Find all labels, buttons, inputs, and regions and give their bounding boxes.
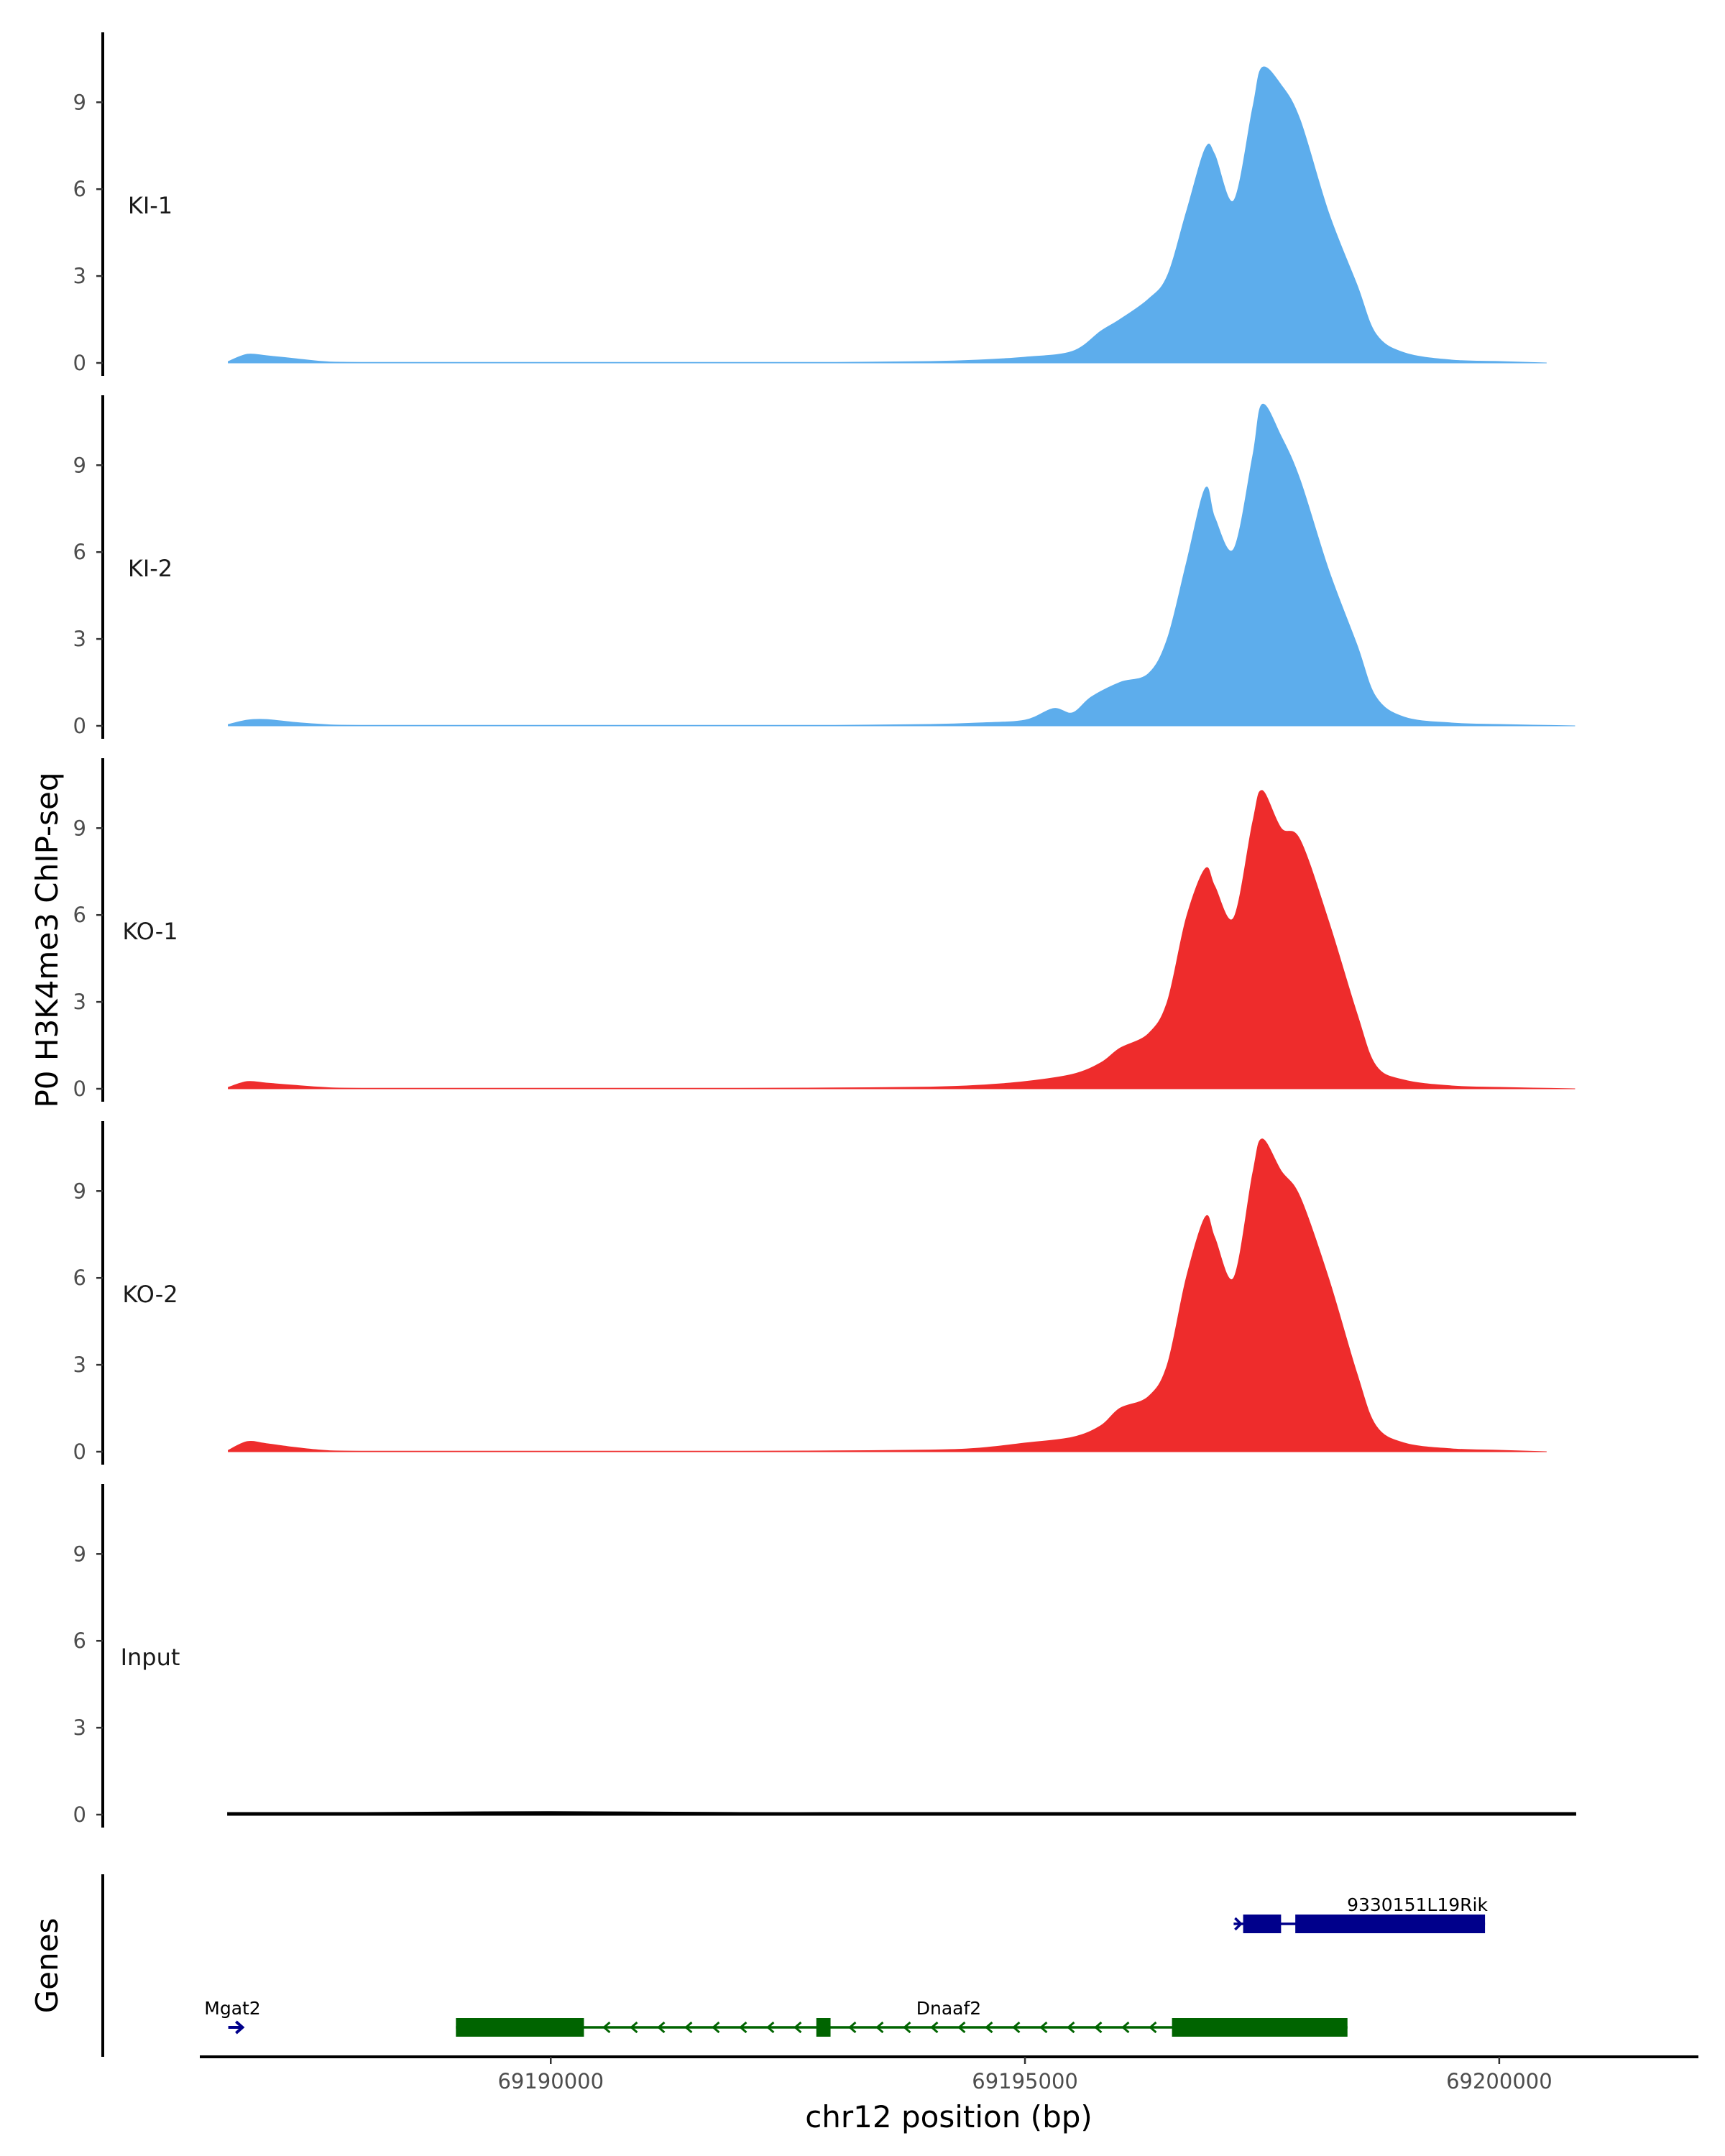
y-tick-label: 9	[73, 1179, 86, 1203]
track-area	[228, 404, 1576, 727]
y-tick-label: 6	[73, 903, 86, 927]
x-tick-label: 69190000	[497, 2069, 604, 2093]
track-label: KI-1	[128, 192, 172, 219]
y-tick-label: 3	[73, 1353, 86, 1377]
y-tick-label: 3	[73, 990, 86, 1014]
strand-chevron	[602, 2021, 611, 2034]
y-tick-label: 9	[73, 90, 86, 114]
strand-chevron	[1012, 2021, 1021, 2034]
strand-chevron	[930, 2021, 939, 2034]
y-tick-label: 0	[73, 351, 86, 375]
y-tick-label: 0	[73, 1077, 86, 1101]
x-tick-label: 69195000	[972, 2069, 1078, 2093]
track-area	[228, 1138, 1547, 1452]
strand-arrow	[235, 2020, 245, 2035]
gene-dnaaf2: Dnaaf2	[456, 1998, 1348, 2037]
y-tick-label: 0	[73, 1439, 86, 1464]
genes: Mgat2 Dnaaf2 9330151L19Rik	[204, 1894, 1488, 2037]
strand-chevron	[985, 2021, 993, 2034]
x-ticks: 69190000 69195000 69200000	[497, 2057, 1552, 2093]
gene-mgat2: Mgat2	[204, 1998, 261, 2035]
strand-chevron	[1094, 2021, 1103, 2034]
strand-chevron	[903, 2021, 911, 2034]
genes-axis-title: Genes	[29, 1918, 65, 2014]
strand-chevron	[739, 2021, 748, 2034]
y-tick-label: 0	[73, 714, 86, 738]
strand-chevron	[1149, 2021, 1157, 2034]
strand-chevron	[1067, 2021, 1075, 2034]
y-tick-label: 3	[73, 1715, 86, 1740]
gene-panel: Genes Mgat2 Dnaaf2 9330151L19Rik	[29, 1874, 1488, 2057]
panels: 0 3 6 9 KI-1 0 3 6 9 KI-2 0 3 6 9 KO-1 0 3 6 9 KO-2 0 3 6 9 Inpu…	[73, 32, 1576, 1828]
track-ki-2: 0 3 6 9 KI-2	[73, 395, 1576, 739]
gene-label: 9330151L19Rik	[1347, 1894, 1488, 1915]
strand-chevron	[712, 2021, 720, 2034]
strand-chevron	[1121, 2021, 1130, 2034]
gene-label: Mgat2	[204, 1998, 260, 2019]
y-tick-label: 9	[73, 816, 86, 840]
y-axis-title: P0 H3K4me3 ChIP-seq	[29, 772, 65, 1107]
track-area	[227, 1811, 1576, 1816]
strand-chevron	[766, 2021, 775, 2034]
y-tick-label: 9	[73, 453, 86, 477]
track-input: 0 3 6 9 Input	[73, 1484, 1576, 1828]
y-tick-label: 6	[73, 177, 86, 201]
strand-chevron	[875, 2021, 884, 2034]
y-tick-label: 9	[73, 1542, 86, 1566]
y-tick-label: 6	[73, 540, 86, 564]
gene-label: Dnaaf2	[916, 1998, 981, 2019]
track-label: KI-2	[128, 555, 172, 582]
gene-exon	[1295, 1915, 1486, 1933]
y-tick-label: 0	[73, 1802, 86, 1827]
strand-chevron	[1039, 2021, 1048, 2034]
strand-chevron	[794, 2021, 802, 2034]
strand-chevron	[848, 2021, 857, 2034]
gene-exon	[1243, 1915, 1282, 1933]
y-axis-title-text: P0 H3K4me3 ChIP-seq	[29, 772, 65, 1107]
y-tick-label: 6	[73, 1628, 86, 1653]
gene-exon	[456, 2018, 584, 2037]
track-area	[228, 66, 1547, 364]
track-label: KO-1	[122, 918, 178, 945]
gene-exon	[816, 2018, 831, 2037]
strand-chevron	[957, 2021, 966, 2034]
gene-exon	[1172, 2018, 1348, 2037]
track-label: Input	[121, 1644, 180, 1671]
track-ko-2: 0 3 6 9 KO-2	[73, 1121, 1547, 1465]
y-tick-label: 3	[73, 264, 86, 288]
strand-chevron	[1234, 1917, 1243, 1931]
track-ki-1: 0 3 6 9 KI-1	[73, 32, 1547, 376]
strand-chevron	[630, 2021, 638, 2034]
track-ko-1: 0 3 6 9 KO-1	[73, 758, 1576, 1102]
y-tick-label: 6	[73, 1266, 86, 1290]
x-axis: 69190000 69195000 69200000 chr12 position …	[200, 2055, 1698, 2134]
x-axis-title: chr12 position (bp)	[805, 2099, 1092, 2134]
gene-9330151l19rik: 9330151L19Rik	[1233, 1894, 1488, 1933]
x-tick-label: 69200000	[1446, 2069, 1552, 2093]
track-area	[228, 790, 1576, 1089]
y-tick-label: 3	[73, 627, 86, 651]
strand-chevron	[684, 2021, 693, 2034]
strand-chevron	[657, 2021, 666, 2034]
track-label: KO-2	[122, 1281, 178, 1308]
